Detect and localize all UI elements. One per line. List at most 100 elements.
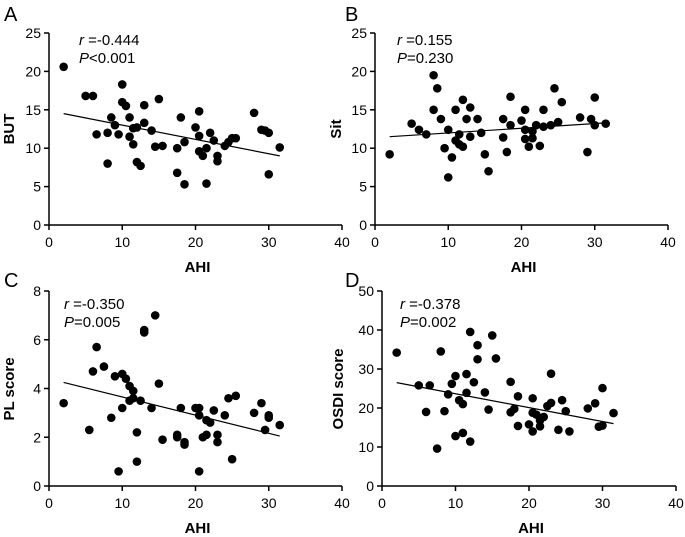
- data-point: [443, 125, 453, 135]
- r-statistic: r =0.155: [397, 32, 452, 49]
- data-point: [202, 143, 211, 153]
- data-point: [275, 420, 285, 430]
- plot-area-c: 0 2 4 6 8 0 10 20 30 40 AHI PL score r =-0.350P=0.00…: [1, 283, 350, 537]
- data-point: [154, 379, 164, 388]
- data-point: [213, 151, 222, 161]
- y-tick-label: 50: [358, 283, 374, 299]
- data-point: [275, 143, 285, 152]
- data-point: [128, 386, 138, 396]
- data-point: [539, 105, 548, 115]
- data-point: [260, 425, 270, 435]
- data-point: [205, 128, 215, 138]
- data-point: [92, 342, 101, 352]
- data-point: [546, 120, 556, 130]
- data-point: [213, 430, 222, 440]
- data-point: [498, 114, 508, 124]
- y-tick-label: 0: [366, 478, 374, 494]
- r-statistic: r =-0.378: [400, 296, 460, 313]
- data-point: [139, 100, 149, 110]
- x-tick-label: 10: [440, 234, 456, 250]
- data-point: [539, 412, 548, 422]
- y-tick-label: 20: [25, 63, 41, 79]
- data-point: [465, 103, 475, 112]
- data-point: [414, 381, 424, 390]
- y-tick-label: 30: [358, 361, 374, 377]
- x-tick-label: 40: [334, 234, 350, 250]
- x-tick-label: 30: [595, 495, 611, 511]
- data-point: [554, 425, 563, 435]
- data-point: [180, 137, 189, 147]
- data-point: [506, 377, 515, 387]
- data-point: [458, 428, 468, 438]
- data-point: [553, 117, 563, 127]
- x-axis-title: AHI: [185, 520, 211, 537]
- data-point: [476, 128, 486, 138]
- data-point: [92, 130, 101, 139]
- data-point: [539, 122, 548, 131]
- data-point: [114, 130, 123, 139]
- data-point: [59, 398, 68, 408]
- y-tick-label: 2: [33, 429, 41, 445]
- data-point: [462, 369, 471, 379]
- y-tick-label: 40: [358, 322, 374, 338]
- y-tick-label: 20: [358, 400, 374, 416]
- data-point: [158, 435, 167, 444]
- panel-b: B 0 5 10 15 20 25 0 10 20 30 40 AHI Sit r =0.155P=0.2…: [328, 4, 676, 276]
- data-point: [520, 134, 530, 144]
- data-point: [517, 116, 526, 125]
- data-point: [147, 126, 156, 135]
- data-point: [421, 407, 431, 417]
- p-statistic: P<0.001: [79, 50, 135, 67]
- data-point: [59, 62, 68, 72]
- data-point: [440, 406, 449, 416]
- x-tick-label: 30: [261, 495, 277, 511]
- data-point: [583, 404, 593, 413]
- data-point: [590, 120, 600, 130]
- regression-line: [63, 113, 280, 157]
- y-tick-label: 6: [33, 332, 41, 348]
- data-point: [513, 392, 523, 401]
- data-point: [598, 383, 607, 393]
- data-point: [264, 413, 274, 423]
- data-point: [465, 437, 475, 446]
- data-point: [180, 179, 189, 189]
- data-point: [139, 328, 149, 337]
- data-point: [110, 120, 120, 130]
- data-point: [106, 113, 116, 122]
- panel-label-d: D: [345, 270, 359, 292]
- panel-c: C 0 2 4 6 8 0 10 20 30 40 AHI PL score r =-0.350P=0.…: [1, 270, 350, 537]
- data-point: [609, 408, 618, 418]
- y-tick-label: 0: [33, 217, 41, 233]
- data-point: [136, 161, 145, 171]
- data-point: [198, 151, 208, 161]
- y-tick-label: 10: [358, 439, 374, 455]
- panel-label-b: B: [345, 4, 358, 26]
- data-point: [598, 421, 607, 430]
- data-point: [520, 125, 530, 135]
- data-point: [249, 408, 259, 418]
- data-point: [264, 170, 274, 179]
- data-point: [451, 371, 460, 381]
- data-point: [176, 113, 186, 122]
- y-tick-label: 10: [25, 140, 41, 156]
- y-tick-label: 4: [33, 381, 41, 397]
- r-statistic: r =-0.350: [64, 296, 124, 313]
- x-axis-title: AHI: [185, 259, 211, 276]
- data-point: [154, 94, 164, 104]
- x-tick-label: 0: [378, 495, 386, 511]
- x-tick-label: 0: [45, 234, 53, 250]
- data-point: [128, 140, 138, 149]
- x-tick-label: 10: [114, 234, 130, 250]
- y-tick-label: 0: [359, 217, 367, 233]
- panel-label-c: C: [4, 270, 18, 292]
- x-axis-title: AHI: [518, 520, 544, 537]
- plot-area-d: 0 10 20 30 40 50 0 10 20 30 40 AHI OSDI score r =-0.3…: [330, 283, 684, 537]
- x-tick-label: 40: [668, 495, 684, 511]
- data-point: [473, 354, 482, 364]
- regression-line: [63, 381, 280, 437]
- data-point: [528, 133, 537, 143]
- data-point: [172, 168, 182, 178]
- data-point: [531, 120, 541, 130]
- y-tick-label: 25: [351, 25, 367, 41]
- data-point: [487, 331, 497, 340]
